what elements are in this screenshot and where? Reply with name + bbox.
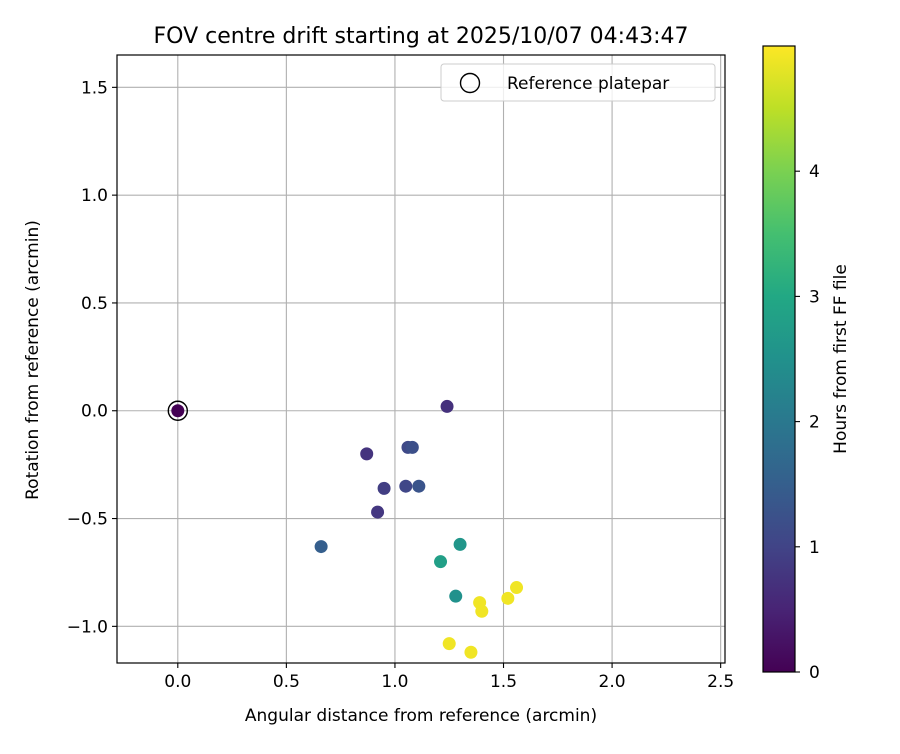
x-tick-label: 1.5 (490, 672, 517, 692)
data-point (360, 447, 374, 461)
data-point (453, 537, 467, 551)
plot-frame (116, 54, 726, 664)
x-axis-label: Angular distance from reference (arcmin) (245, 706, 597, 726)
y-tick-label: −1.0 (67, 617, 108, 637)
colorbar-tick-label: 0 (809, 663, 820, 683)
chart-title: FOV centre drift starting at 2025/10/07 … (154, 24, 689, 49)
legend-box (440, 63, 716, 102)
colorbar-tick-label: 2 (809, 413, 820, 433)
y-tick-label: −0.5 (67, 510, 108, 530)
x-tick-label: 0.5 (273, 672, 300, 692)
grid (117, 55, 725, 663)
colorbar-tick-label: 1 (809, 538, 820, 558)
data-point (405, 440, 419, 454)
y-axis-label: Rotation from reference (arcmin) (23, 220, 43, 500)
colorbar-tick-label: 3 (809, 287, 820, 307)
colorbar-gradient (762, 45, 796, 673)
data-point (475, 604, 489, 618)
y-tick-label: 1.0 (81, 186, 108, 206)
data-point (434, 555, 448, 569)
axis-ticks: 0.0 0.5 1.0 1.5 2.0 2.5 −1.0 −0.5 0.0 0.5 1.0 1.5 (67, 78, 734, 692)
colorbar-label: Hours from first FF file (831, 264, 851, 454)
plot-area (117, 55, 725, 663)
x-tick-label: 2.0 (599, 672, 626, 692)
colorbar-tick-label: 4 (809, 162, 820, 182)
data-point (464, 645, 478, 659)
legend-marker-open-circle (459, 72, 481, 94)
data-point (501, 591, 515, 605)
data-points (167, 399, 524, 659)
y-tick-label: 1.5 (81, 78, 108, 98)
legend: Reference platepar (440, 63, 716, 102)
data-point (510, 581, 524, 595)
data-point (171, 404, 185, 418)
x-tick-label: 2.5 (707, 672, 734, 692)
data-point (412, 479, 426, 493)
x-tick-label: 0.0 (164, 672, 191, 692)
data-point (399, 479, 413, 493)
y-tick-label: 0.0 (81, 402, 108, 422)
data-point (440, 399, 454, 413)
legend-label-reference-platepar: Reference platepar (507, 74, 669, 94)
colorbar: 0 1 2 3 4 Hours from first FF file (762, 45, 851, 683)
colorbar-ticks: 0 1 2 3 4 (795, 162, 820, 683)
data-point (371, 505, 385, 519)
data-point (377, 481, 391, 495)
data-point (449, 589, 463, 603)
y-tick-label: 0.5 (81, 294, 108, 314)
reference-platepar-marker (167, 400, 189, 421)
data-point (442, 637, 456, 651)
x-tick-label: 1.0 (381, 672, 408, 692)
data-point (314, 540, 328, 554)
